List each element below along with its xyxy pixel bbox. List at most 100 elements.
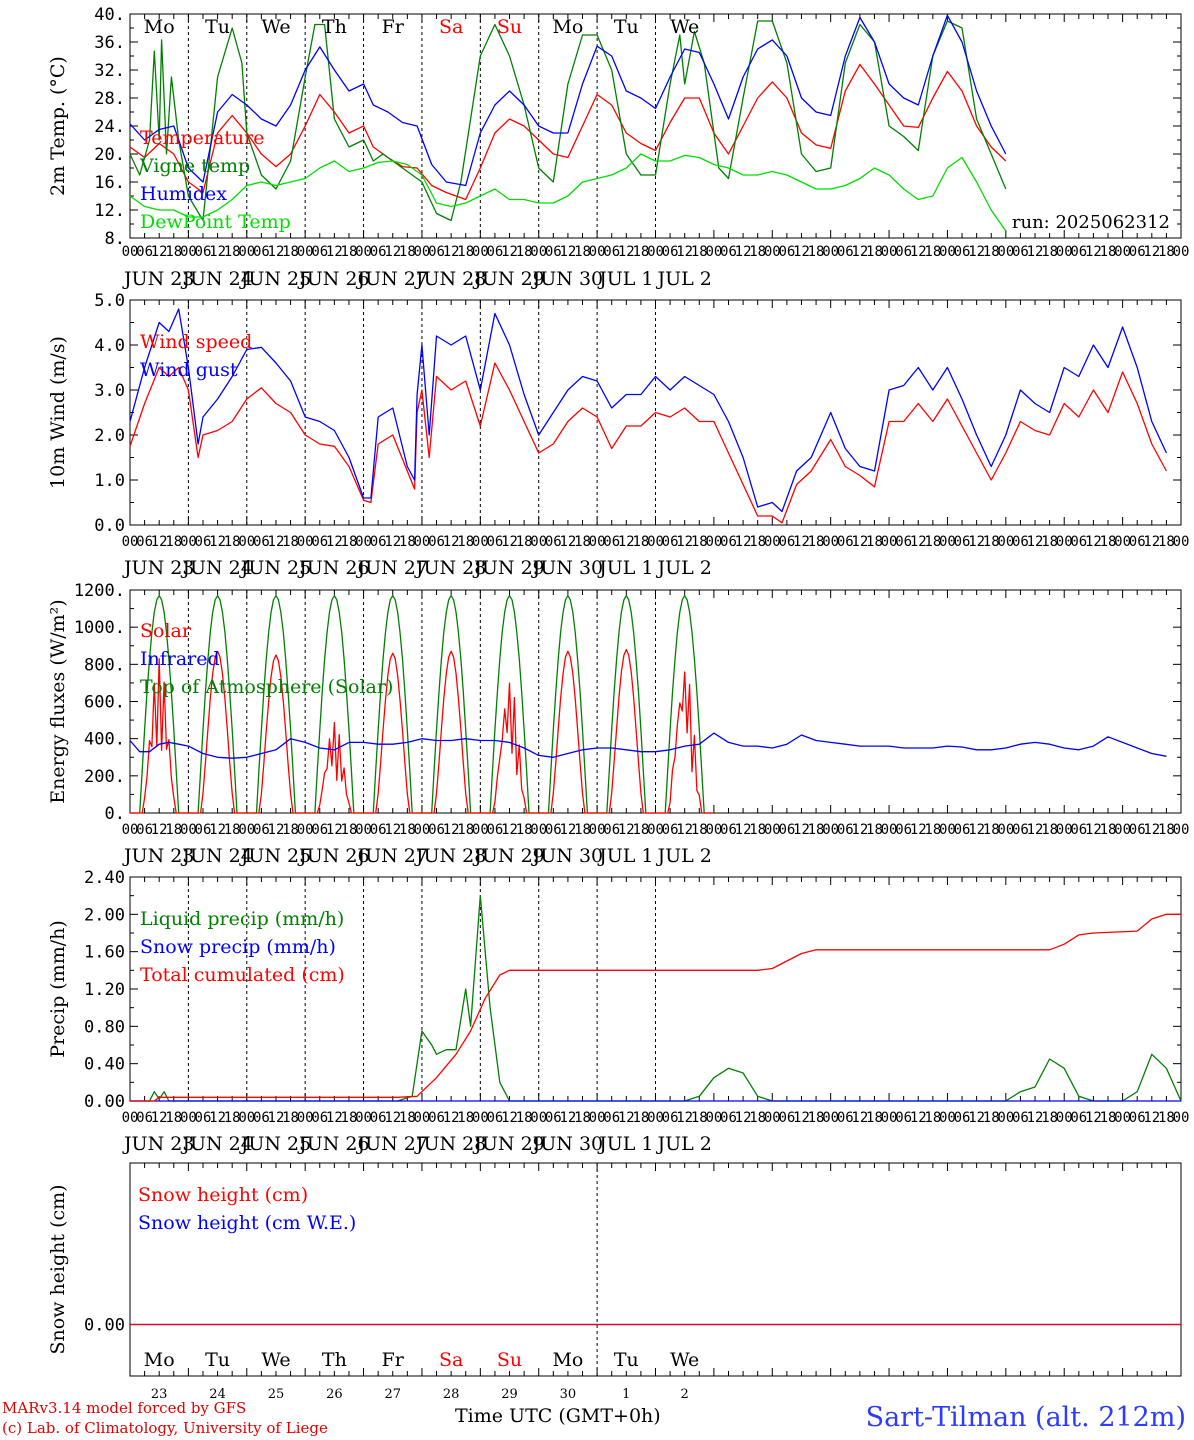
hour-tick-label: 06	[720, 822, 737, 838]
hour-tick-label: 18	[165, 822, 182, 838]
hour-tick-label: 18	[808, 534, 825, 550]
hour-tick-label: 06	[895, 244, 912, 260]
hour-tick-label: 06	[954, 244, 971, 260]
hour-tick-label: 18	[574, 1110, 591, 1126]
hour-tick-label: 06	[253, 1110, 270, 1126]
legend-humidex: Humidex	[140, 183, 227, 205]
hour-tick-label: 18	[224, 822, 241, 838]
hour-tick-label: 12	[1027, 822, 1044, 838]
hour-tick-label: 12	[443, 534, 460, 550]
hour-tick-label: 06	[720, 1110, 737, 1126]
y-tick-label: 36.	[94, 33, 125, 53]
legend-dewpoint-temp: DewPoint Temp	[140, 211, 291, 233]
date-label: JUN 29	[472, 268, 544, 290]
hour-tick-label: 06	[895, 822, 912, 838]
y-tick-label: 0.40	[84, 1055, 125, 1075]
hour-tick-label: 00	[472, 244, 489, 260]
hour-tick-label: 00	[705, 244, 722, 260]
hour-tick-label: 12	[209, 244, 226, 260]
date-label: JUL 2	[656, 1133, 712, 1155]
hour-tick-label: 12	[676, 244, 693, 260]
hour-tick-label: 12	[1143, 534, 1160, 550]
hour-tick-label: 06	[253, 244, 270, 260]
hour-tick-label: 12	[618, 534, 635, 550]
hour-tick-label: 06	[311, 1110, 328, 1126]
weekday-label: Mo	[144, 16, 175, 38]
hour-tick-label: 00	[238, 244, 255, 260]
hour-tick-label: 00	[297, 822, 314, 838]
hour-tick-label: 12	[559, 1110, 576, 1126]
hour-tick-label: 06	[136, 1110, 153, 1126]
hour-tick-label: 12	[559, 534, 576, 550]
hour-tick-label: 12	[384, 534, 401, 550]
hour-tick-label: 06	[720, 534, 737, 550]
hour-tick-label: 06	[487, 244, 504, 260]
hour-tick-label: 00	[822, 534, 839, 550]
hour-tick-label: 00	[355, 822, 372, 838]
hour-tick-label: 18	[516, 244, 533, 260]
hour-tick-label: 00	[1056, 1110, 1073, 1126]
hour-tick-label: 12	[443, 822, 460, 838]
hour-tick-label: 18	[224, 1110, 241, 1126]
y-tick-label: 3.0	[94, 381, 125, 401]
hour-tick-label: 12	[384, 1110, 401, 1126]
hour-tick-label: 00	[589, 244, 606, 260]
y-tick-label: 4.0	[94, 336, 125, 356]
hour-tick-label: 06	[428, 1110, 445, 1126]
hour-tick-label: 18	[691, 534, 708, 550]
hour-tick-label: 18	[165, 244, 182, 260]
hour-tick-label: 12	[384, 822, 401, 838]
hour-tick-label: 06	[1012, 1110, 1029, 1126]
hour-tick-label: 18	[516, 822, 533, 838]
hour-tick-label: 00	[647, 1110, 664, 1126]
hour-tick-label: 18	[749, 244, 766, 260]
hour-tick-label: 18	[1158, 822, 1175, 838]
hour-tick-label: 06	[311, 244, 328, 260]
date-label: JUL 1	[597, 845, 653, 867]
legend-snow-height-cm: Snow height (cm)	[138, 1184, 308, 1206]
hour-tick-label: 00	[647, 244, 664, 260]
y-axis-label: 2m Temp. (°C)	[47, 56, 69, 196]
hour-tick-label: 00	[997, 822, 1014, 838]
hour-tick-label: 00	[297, 244, 314, 260]
y-tick-label: 2.0	[94, 426, 125, 446]
hour-tick-label: 18	[399, 244, 416, 260]
y-axis-label: Energy fluxes (W/m²)	[47, 599, 69, 803]
hour-tick-label: 06	[662, 244, 679, 260]
hour-tick-label: 12	[501, 244, 518, 260]
y-tick-label: 0.00	[84, 1092, 125, 1112]
y-tick-label: 0.80	[84, 1017, 125, 1037]
hour-tick-label: 12	[793, 822, 810, 838]
legend-infrared: Infrared	[140, 648, 220, 670]
hour-tick-label: 18	[399, 1110, 416, 1126]
y-tick-label: 600.	[84, 693, 125, 713]
day-number-label: 1	[622, 1387, 630, 1402]
hour-tick-label: 00	[472, 534, 489, 550]
hour-tick-label: 00	[180, 1110, 197, 1126]
legend-top-of-atmosphere-solar: Top of Atmosphere (Solar)	[140, 676, 393, 698]
hour-tick-label: 00	[939, 534, 956, 550]
y-tick-label: 16.	[94, 173, 125, 193]
day-number-label: 27	[384, 1387, 401, 1402]
hour-tick-label: 06	[1070, 244, 1087, 260]
date-label: JUL 2	[656, 845, 712, 867]
hour-tick-label: 18	[924, 1110, 941, 1126]
hour-tick-label: 00	[822, 822, 839, 838]
hour-tick-label: 12	[209, 822, 226, 838]
hour-tick-label: 12	[151, 244, 168, 260]
credit-lab: (c) Lab. of Climatology, University of L…	[2, 1419, 328, 1437]
hour-tick-label: 18	[457, 1110, 474, 1126]
hour-tick-label: 12	[851, 1110, 868, 1126]
date-label: JUN 23	[122, 1133, 194, 1155]
hour-tick-label: 00	[881, 244, 898, 260]
date-label: JUN 26	[297, 268, 369, 290]
legend-temperature: Temperature	[140, 127, 264, 149]
hour-tick-label: 18	[866, 1110, 883, 1126]
hour-tick-label: 00	[355, 1110, 372, 1126]
date-label: JUN 25	[239, 845, 311, 867]
hour-tick-label: 00	[822, 1110, 839, 1126]
hour-tick-label: 06	[837, 822, 854, 838]
legend-wind-gust: Wind gust	[140, 359, 238, 381]
date-label: JUN 27	[356, 268, 428, 290]
date-label: JUN 24	[180, 1133, 252, 1155]
